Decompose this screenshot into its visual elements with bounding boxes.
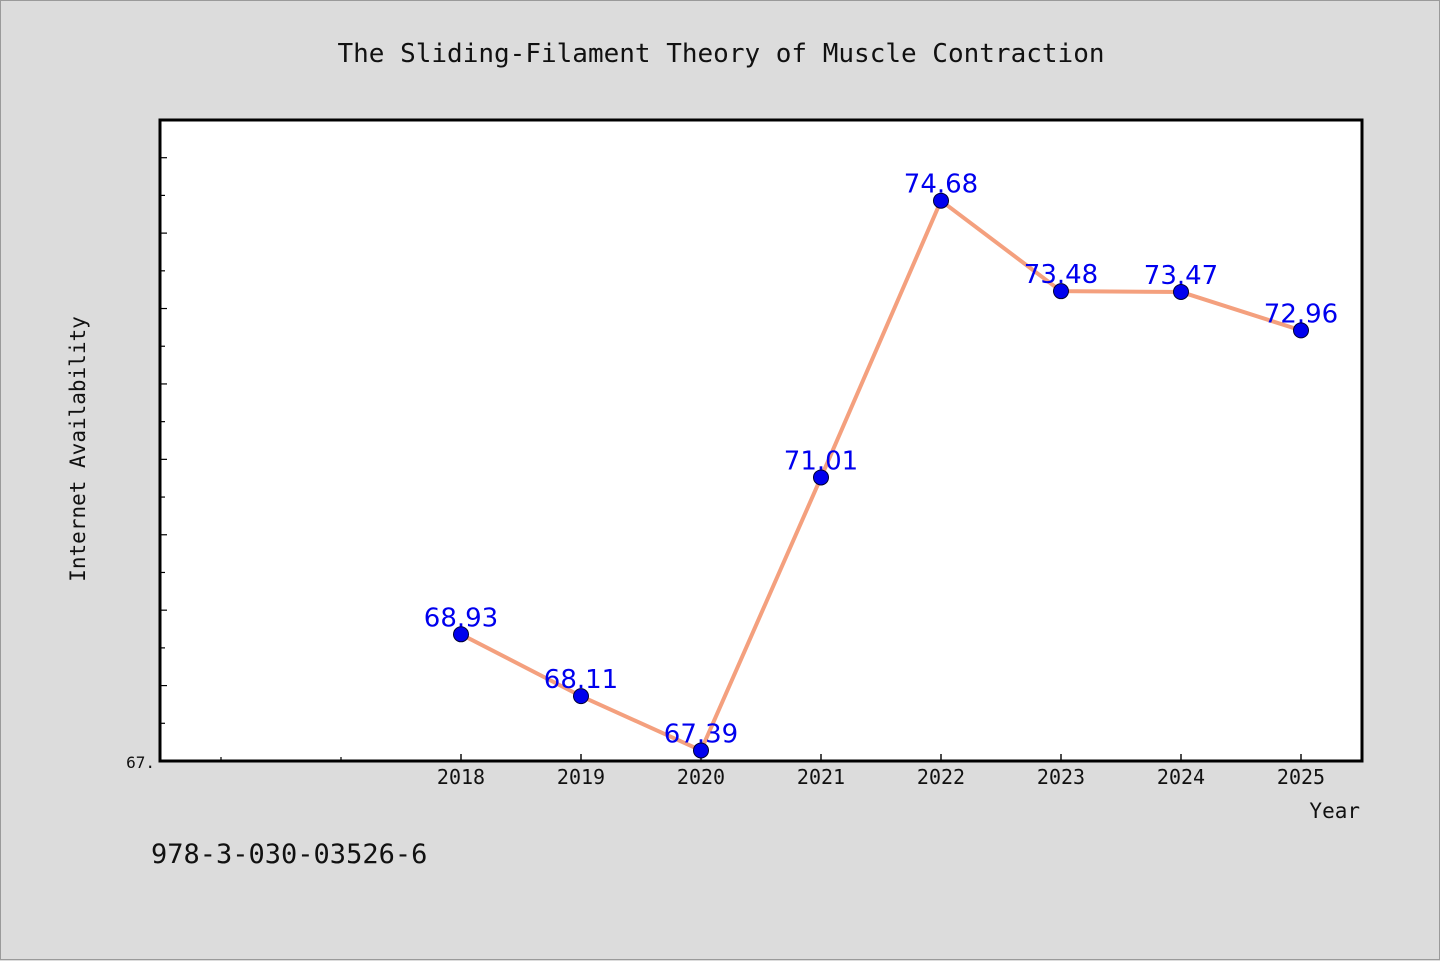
x-tick-label: 2020 bbox=[677, 765, 725, 789]
y-axis-label: Internet Availability bbox=[66, 316, 90, 582]
data-label: 68.11 bbox=[544, 665, 618, 695]
data-point bbox=[933, 192, 949, 209]
x-tick-label: 2019 bbox=[557, 765, 605, 789]
data-label: 73.47 bbox=[1144, 261, 1218, 291]
data-label: 71.01 bbox=[784, 446, 858, 476]
series-line bbox=[459, 198, 1303, 753]
plot-area bbox=[158, 118, 1364, 763]
footnote-isbn: 978-3-030-03526-6 bbox=[151, 839, 427, 870]
data-label: 73.48 bbox=[1024, 260, 1098, 290]
x-tick-label: 2025 bbox=[1277, 765, 1325, 789]
data-point bbox=[453, 626, 469, 643]
data-point bbox=[813, 469, 829, 486]
data-label: 72.96 bbox=[1264, 299, 1338, 329]
y-axis-ticks bbox=[160, 119, 167, 762]
x-tick-label: 2024 bbox=[1157, 765, 1205, 789]
data-label: 74.68 bbox=[904, 170, 978, 200]
data-point bbox=[1173, 283, 1189, 300]
chart-title: The Sliding-Filament Theory of Muscle Co… bbox=[337, 39, 1104, 69]
data-point bbox=[573, 688, 589, 705]
data-point bbox=[1053, 283, 1069, 300]
series-layer: 68.93 68.11 67.39 71.01 74.68 73.48 73.47 72.96 bbox=[424, 170, 1338, 759]
x-tick-label: 2018 bbox=[437, 765, 485, 789]
data-label: 67.39 bbox=[664, 719, 738, 749]
x-tick-label: 2022 bbox=[917, 765, 965, 789]
x-tick-label: 2021 bbox=[797, 765, 845, 789]
y-tick-label: 67. bbox=[126, 753, 155, 772]
data-label: 68.93 bbox=[424, 603, 498, 633]
data-point bbox=[1293, 322, 1309, 339]
x-axis-label: Year bbox=[1309, 799, 1360, 823]
x-tick-label: 2023 bbox=[1037, 765, 1085, 789]
data-point bbox=[693, 742, 709, 759]
x-axis-ticks: 2018 2019 2020 2021 2022 2023 2024 2025 bbox=[220, 754, 1325, 789]
